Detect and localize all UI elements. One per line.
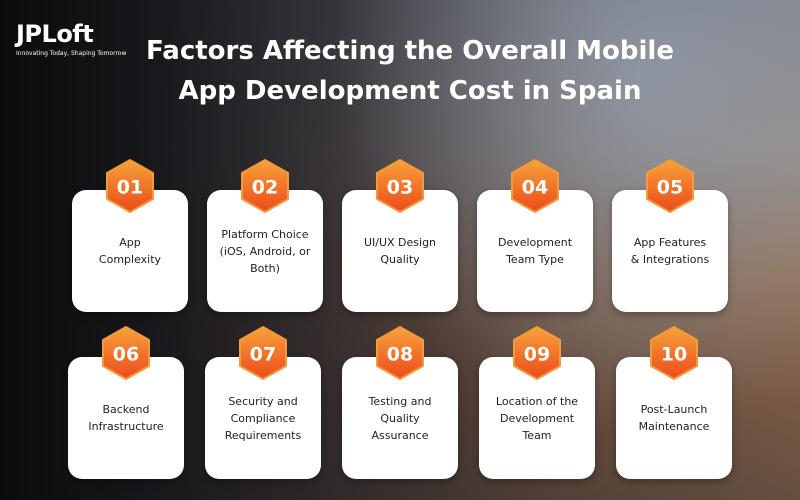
factor-label: Platform Choice (221, 227, 309, 241)
factor-label: Security and (228, 394, 298, 408)
factor-number: 05 (657, 177, 683, 199)
factor-label: App Features (633, 236, 707, 249)
title-line: App Development Cost in Spain (178, 76, 642, 106)
number-badge: 09 (513, 326, 561, 380)
factor-label: Location of the (495, 394, 579, 408)
factor-label: App (119, 236, 141, 249)
number-badge: 01 (106, 159, 154, 213)
factor-label: UI/UX Design (363, 236, 437, 249)
factor-label: Testing and (368, 394, 432, 408)
factor-label: Quality (380, 253, 420, 266)
factor-label: Team Type (506, 253, 564, 266)
factor-number: 09 (524, 344, 550, 366)
number-badge: 03 (376, 159, 424, 213)
factor-label: Complexity (98, 253, 162, 266)
factor-number: 02 (252, 177, 278, 199)
factor-number: 04 (522, 177, 548, 199)
factor-label: Post-Launch (640, 403, 708, 416)
factor-number: 03 (387, 177, 413, 199)
number-badge: 07 (239, 326, 287, 380)
factor-label: Backend (102, 403, 150, 416)
factor-number: 08 (387, 344, 413, 366)
number-badge: 06 (102, 326, 150, 380)
factor-number: 06 (113, 344, 139, 366)
logo: JPLoft (16, 20, 94, 48)
factor-label: (iOS, Android, or (219, 244, 311, 258)
factor-number: 07 (250, 344, 276, 366)
factor-label: Compliance (230, 411, 296, 425)
factor-label: & Integrations (630, 253, 710, 266)
factor-label: Infrastructure (88, 420, 164, 433)
factor-label: Both) (250, 261, 280, 275)
factor-card: Location of the Development Team (479, 357, 595, 479)
factor-label: Development (499, 411, 575, 425)
factor-label: Requirements (224, 428, 302, 442)
number-badge: 04 (511, 159, 559, 213)
factor-number: 01 (117, 177, 143, 199)
factor-card: Testing and Quality Assurance (342, 357, 458, 479)
number-badge: 08 (376, 326, 424, 380)
number-badge: 05 (646, 159, 694, 213)
factor-label: Development (497, 236, 573, 249)
factor-label: Team (522, 428, 552, 442)
title-line: Factors Affecting the Overall Mobile (146, 36, 674, 66)
factor-label: Assurance (371, 428, 429, 442)
number-badge: 02 (241, 159, 289, 213)
number-badge: 10 (650, 326, 698, 380)
factor-label: Quality (380, 411, 420, 425)
factor-label: Maintenance (638, 420, 710, 433)
tagline: Innovating Today, Shaping Tomorrow (16, 50, 127, 57)
factor-number: 10 (661, 344, 687, 366)
